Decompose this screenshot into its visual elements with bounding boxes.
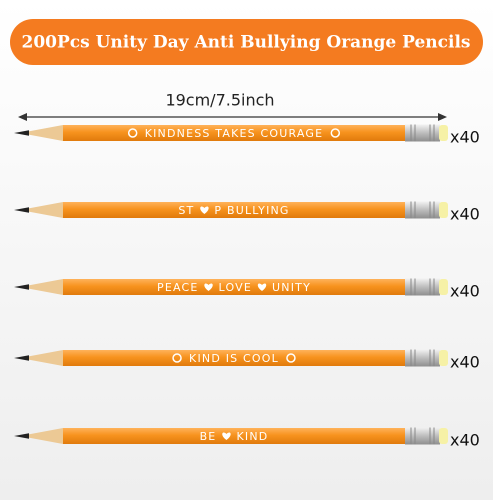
label-icon: [330, 128, 341, 138]
quantity: x40: [450, 128, 480, 147]
label-icon: [286, 353, 296, 363]
dimension-label: 19cm/7.5inch: [165, 91, 274, 110]
pencil-body: [63, 202, 406, 218]
pencil: BE KIND x40: [14, 427, 480, 450]
pencil-wood: [20, 125, 63, 141]
pencil-label: P BULLYING: [214, 204, 289, 217]
pencil-eraser: [439, 428, 448, 444]
pencil-lead: [14, 355, 29, 361]
pencil-wood: [20, 202, 63, 218]
pencil-body: [63, 428, 406, 444]
label-icon: [172, 353, 182, 363]
pencil-ferrule: [405, 201, 440, 219]
pencil-body: [63, 350, 406, 366]
pencil: KIND IS COOL x40: [14, 349, 480, 372]
pencil-eraser: [439, 125, 448, 141]
quantity: x40: [450, 282, 480, 301]
pencil: ST P BULLYING x40: [14, 201, 480, 224]
pencil-ferrule: [405, 124, 440, 142]
heart-icon: [200, 206, 209, 214]
pencil-body: [63, 279, 406, 295]
heart-icon: [204, 283, 213, 291]
pencil-wood: [20, 350, 63, 366]
pencil-label: BE: [200, 430, 217, 443]
dimension-arrow: [18, 113, 447, 121]
pencil-label: KIND: [236, 430, 268, 443]
title-banner: [10, 19, 483, 65]
pencil: KINDNESS TAKES COURAGE x40: [14, 124, 480, 147]
quantity: x40: [450, 205, 480, 224]
quantity: x40: [450, 353, 480, 372]
heart-icon: [222, 432, 231, 440]
pencil-wood: [20, 428, 63, 444]
pencil-label: KIND IS COOL: [189, 352, 279, 365]
title: 200Pcs Unity Day Anti Bullying Orange Pe…: [22, 33, 471, 53]
pencil-label: UNITY: [272, 281, 311, 294]
pencil-label: PEACE: [157, 281, 199, 294]
pencils: KINDNESS TAKES COURAGE x40 ST P BULLYING x40…: [14, 124, 480, 450]
pencil-lead: [14, 130, 29, 136]
quantity: x40: [450, 431, 480, 450]
label-icon: [127, 128, 138, 138]
pencil-ferrule: [405, 278, 440, 296]
pencil-ferrule: [405, 349, 440, 367]
pencil-label: ST: [178, 204, 194, 217]
pencil-wood: [20, 279, 63, 295]
pencil-body: [63, 125, 406, 141]
pencil-lead: [14, 284, 29, 290]
pencil-eraser: [439, 279, 448, 295]
heart-icon: [257, 283, 267, 291]
pencil-label: LOVE: [219, 281, 252, 294]
pencil-label: KINDNESS TAKES COURAGE: [145, 127, 324, 140]
pencil-lead: [14, 207, 29, 213]
pencil-eraser: [439, 202, 448, 218]
pencil: PEACE LOVE UNITY x40: [14, 278, 480, 301]
pencil-ferrule: [405, 427, 440, 445]
pencil-lead: [14, 433, 29, 439]
pencil-eraser: [439, 350, 448, 366]
